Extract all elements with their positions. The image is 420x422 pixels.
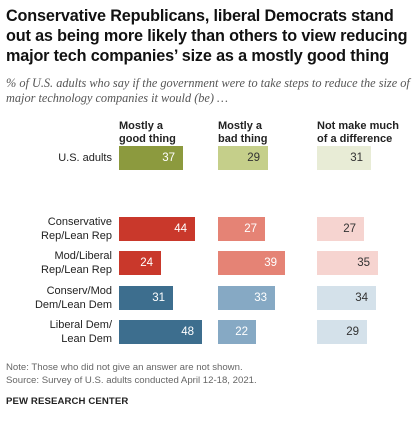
bar-value-label: 37: [162, 152, 175, 164]
bar-value-label: 27: [244, 223, 257, 235]
bar-value-label: 22: [235, 326, 248, 338]
column-header-1: Mostly a good thing: [119, 120, 176, 145]
bar: [119, 146, 183, 170]
bar-value-label: 34: [355, 292, 368, 304]
bar-value-label: 31: [152, 292, 165, 304]
bar-value-label: 48: [181, 326, 194, 338]
bar-value-label: 39: [264, 257, 277, 269]
bar-value-label: 29: [346, 326, 359, 338]
bar: [218, 217, 265, 241]
row-label: Mod/Liberal Rep/Lean Rep: [41, 250, 112, 276]
org-credit: PEW RESEARCH CENTER: [6, 396, 129, 407]
bar-value-label: 33: [254, 292, 267, 304]
row-label: Conservative Rep/Lean Rep: [41, 216, 112, 242]
bar: [218, 251, 285, 275]
row-label: Conserv/Mod Dem/Lean Dem: [34, 285, 112, 311]
row-label: Liberal Dem/Lean Dem: [49, 319, 112, 345]
bar: [218, 146, 268, 170]
bar-value-label: 27: [343, 223, 356, 235]
bar: [317, 146, 371, 170]
chart-title: Conservative Republicans, liberal Democr…: [6, 7, 408, 65]
bar: [218, 286, 275, 310]
bar: [317, 286, 376, 310]
bar: [119, 286, 173, 310]
column-header-2: Mostly a bad thing: [218, 120, 268, 145]
bar: [317, 320, 367, 344]
source-text: Source: Survey of U.S. adults conducted …: [6, 375, 257, 386]
bar: [119, 320, 202, 344]
bar: [317, 251, 378, 275]
bar-value-label: 31: [350, 152, 363, 164]
chart-subtitle: % of U.S. adults who say if the governme…: [6, 76, 410, 105]
bar-value-label: 35: [357, 257, 370, 269]
column-header-3: Not make much of a difference: [317, 120, 399, 145]
bar: [218, 320, 256, 344]
note-text: Note: Those who did not give an answer a…: [6, 362, 243, 373]
row-label: U.S. adults: [58, 152, 112, 164]
bar: [317, 217, 364, 241]
bar-value-label: 29: [247, 152, 260, 164]
bar-value-label: 44: [174, 223, 187, 235]
bar-value-label: 24: [140, 257, 153, 269]
bar: [119, 217, 195, 241]
bar: [119, 251, 161, 275]
